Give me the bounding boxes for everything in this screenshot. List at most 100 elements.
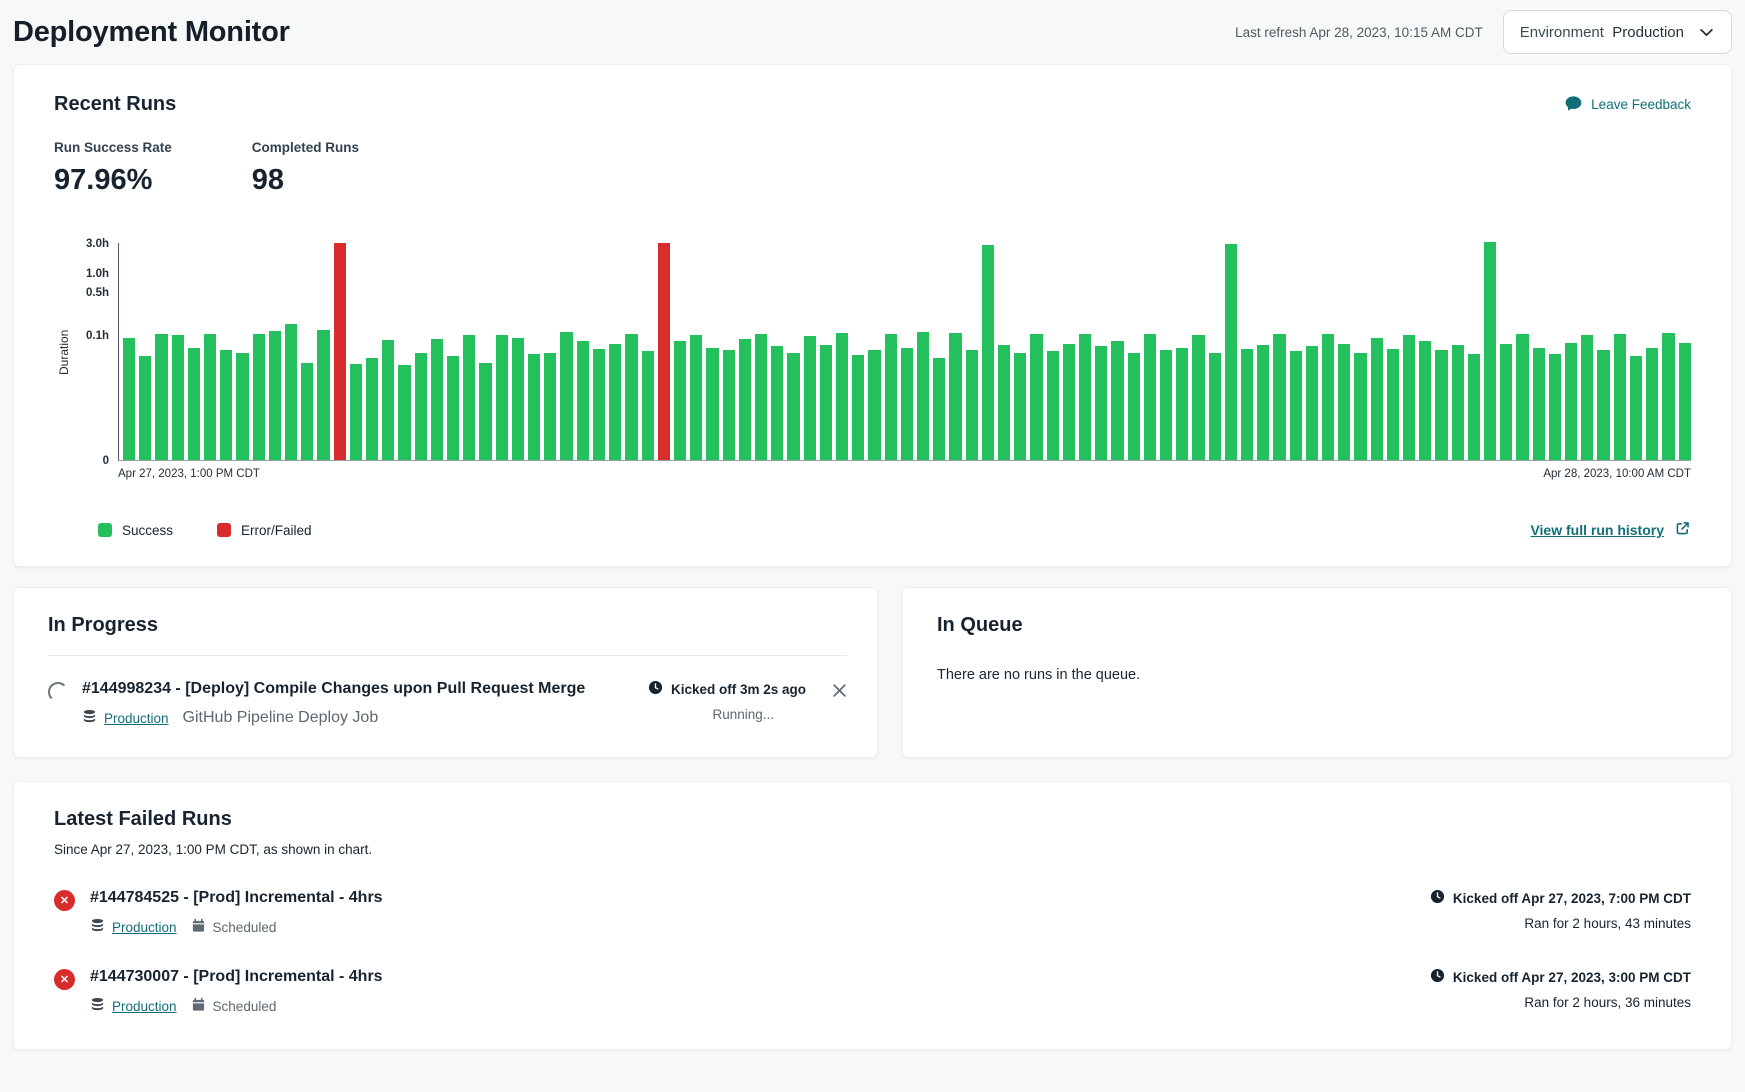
run-bar-success[interactable] (1225, 244, 1237, 460)
run-bar-success[interactable] (1306, 346, 1318, 460)
view-full-run-history-link[interactable]: View full run history (1530, 520, 1691, 540)
run-bar-success[interactable] (317, 330, 329, 460)
run-bar-success[interactable] (1063, 344, 1075, 460)
run-bar-success[interactable] (998, 345, 1010, 460)
run-bar-success[interactable] (609, 344, 621, 460)
run-bar-success[interactable] (1662, 333, 1674, 460)
run-bar-success[interactable] (1047, 351, 1059, 460)
run-bar-success[interactable] (982, 245, 994, 460)
run-bar-success[interactable] (917, 332, 929, 460)
run-bar-success[interactable] (577, 341, 589, 460)
run-bar-success[interactable] (787, 353, 799, 461)
run-bar-success[interactable] (1630, 356, 1642, 460)
run-bar-success[interactable] (1646, 348, 1658, 461)
run-bar-success[interactable] (1257, 345, 1269, 460)
run-bar-success[interactable] (1241, 349, 1253, 460)
run-bar-success[interactable] (723, 350, 735, 460)
run-bar-success[interactable] (431, 339, 443, 460)
run-bar-success[interactable] (1160, 350, 1172, 460)
run-bar-success[interactable] (1209, 353, 1221, 461)
run-bar-success[interactable] (1176, 348, 1188, 461)
run-bar-success[interactable] (1581, 335, 1593, 460)
run-bar-success[interactable] (1095, 346, 1107, 460)
run-bar-success[interactable] (1387, 349, 1399, 460)
environment-link[interactable]: Production (112, 920, 177, 935)
run-bar-success[interactable] (1468, 354, 1480, 460)
run-bar-success[interactable] (1516, 334, 1528, 460)
run-bar-success[interactable] (1192, 335, 1204, 461)
run-bar-success[interactable] (1419, 341, 1431, 460)
run-bar-success[interactable] (1290, 351, 1302, 460)
run-bar-success[interactable] (706, 348, 718, 461)
run-bar-success[interactable] (674, 341, 686, 460)
environment-dropdown[interactable]: Environment Production (1503, 10, 1732, 54)
run-bar-success[interactable] (447, 356, 459, 460)
run-bar-success[interactable] (901, 348, 913, 461)
run-bar-success[interactable] (172, 335, 184, 461)
run-bar-success[interactable] (123, 338, 135, 461)
run-bar-success[interactable] (820, 345, 832, 460)
run-bar-success[interactable] (755, 334, 767, 460)
run-bar-success[interactable] (285, 324, 297, 460)
run-bar-success[interactable] (868, 350, 880, 460)
run-bar-success[interactable] (382, 340, 394, 460)
run-bar-success[interactable] (1322, 334, 1334, 460)
run-bar-success[interactable] (1111, 341, 1123, 460)
run-bar-success[interactable] (1079, 334, 1091, 460)
run-bar-success[interactable] (852, 355, 864, 460)
run-bar-success[interactable] (253, 334, 265, 460)
run-bar-success[interactable] (139, 356, 151, 460)
run-bar-success[interactable] (415, 353, 427, 461)
close-icon[interactable] (832, 683, 847, 703)
environment-link[interactable]: Production (112, 999, 177, 1014)
run-bar-success[interactable] (528, 354, 540, 460)
run-bar-success[interactable] (1338, 344, 1350, 460)
run-bar-success[interactable] (836, 333, 848, 460)
run-bar-success[interactable] (1533, 348, 1545, 461)
run-bar-success[interactable] (1030, 334, 1042, 460)
run-bar-success[interactable] (301, 363, 313, 461)
run-bar-success[interactable] (204, 334, 216, 460)
run-bar-success[interactable] (1679, 343, 1691, 461)
run-bar-success[interactable] (966, 350, 978, 460)
run-bar-success[interactable] (593, 349, 605, 460)
run-bar-success[interactable] (739, 339, 751, 460)
leave-feedback-button[interactable]: Leave Feedback (1564, 94, 1691, 116)
run-bar-success[interactable] (512, 338, 524, 461)
run-bar-success[interactable] (479, 363, 491, 461)
run-bar-success[interactable] (1144, 334, 1156, 460)
run-bar-success[interactable] (1484, 242, 1496, 460)
run-bar-success[interactable] (398, 365, 410, 460)
run-bar-success[interactable] (1128, 353, 1140, 461)
run-bar-success[interactable] (463, 335, 475, 460)
run-bar-success[interactable] (1614, 334, 1626, 460)
run-bar-success[interactable] (269, 331, 281, 460)
run-bar-success[interactable] (771, 346, 783, 460)
run-bar-success[interactable] (350, 364, 362, 460)
run-bar-success[interactable] (1403, 335, 1415, 461)
run-bar-success[interactable] (885, 334, 897, 460)
run-bar-success[interactable] (220, 350, 232, 460)
run-bar-success[interactable] (625, 334, 637, 460)
run-bar-success[interactable] (544, 353, 556, 461)
run-bar-success[interactable] (690, 335, 702, 461)
run-bar-success[interactable] (366, 358, 378, 461)
run-bar-error[interactable] (334, 243, 346, 460)
run-bar-success[interactable] (1354, 353, 1366, 461)
run-bar-success[interactable] (496, 335, 508, 460)
run-bar-success[interactable] (1565, 343, 1577, 461)
run-bar-success[interactable] (1273, 334, 1285, 460)
run-bar-success[interactable] (560, 332, 572, 460)
run-bar-success[interactable] (933, 358, 945, 461)
run-bar-success[interactable] (1371, 338, 1383, 461)
run-bar-success[interactable] (1500, 344, 1512, 460)
run-bar-error[interactable] (658, 243, 670, 460)
environment-link[interactable]: Production (104, 711, 169, 726)
run-bar-success[interactable] (1452, 345, 1464, 460)
run-bar-success[interactable] (155, 334, 167, 460)
run-bar-success[interactable] (642, 351, 654, 460)
run-bar-success[interactable] (188, 348, 200, 461)
run-bar-success[interactable] (804, 336, 816, 460)
run-bar-success[interactable] (1549, 354, 1561, 460)
run-bar-success[interactable] (1435, 350, 1447, 460)
